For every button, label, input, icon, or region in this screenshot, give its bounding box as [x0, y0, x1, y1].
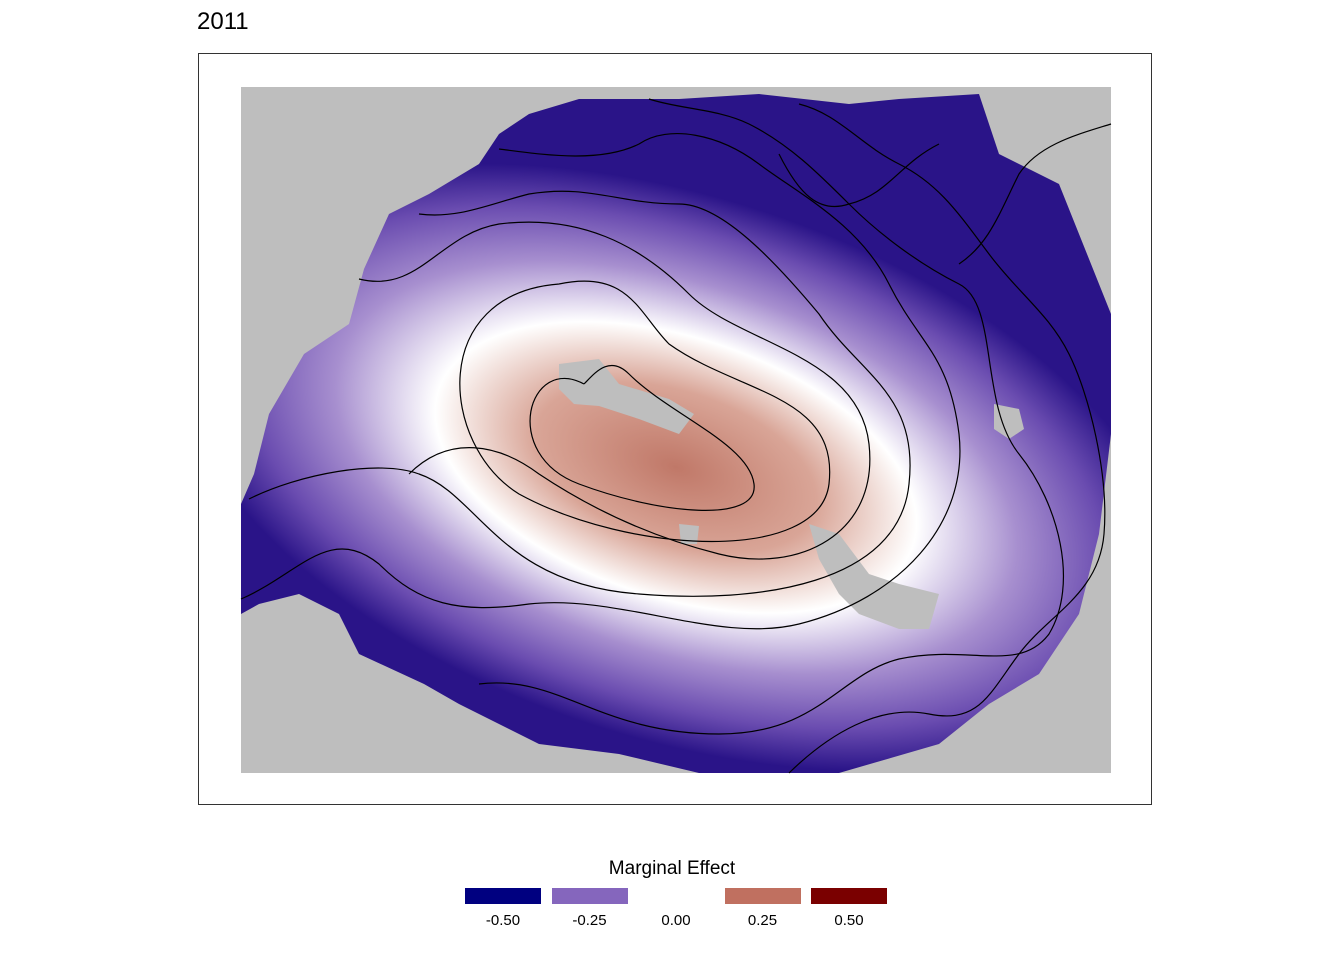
contour-line	[248, 190, 911, 597]
contour-line	[788, 103, 1106, 774]
legend-swatch	[465, 888, 541, 904]
legend-swatch	[811, 888, 887, 904]
legend-swatch	[724, 888, 801, 904]
chart-title: 2011	[197, 8, 249, 35]
marginal-effect-map	[240, 87, 1112, 774]
legend-label: -0.50	[485, 912, 521, 929]
contour-line	[778, 143, 940, 208]
contour-line	[958, 123, 1112, 265]
na-hole-southeast	[809, 524, 939, 629]
legend-title: Marginal Effect	[608, 858, 736, 879]
legend-label: 0.25	[747, 912, 778, 929]
legend-label: 0.00	[661, 912, 691, 929]
contour-line	[459, 280, 831, 543]
contour-line	[240, 133, 961, 630]
contour-line	[478, 98, 1065, 735]
legend-label: -0.25	[572, 912, 607, 929]
na-holes	[559, 359, 1024, 629]
na-hole-small	[679, 524, 699, 544]
legend-swatch	[638, 888, 714, 904]
na-hole-east	[994, 404, 1024, 439]
contour-line	[358, 221, 871, 560]
legend-label: 0.50	[834, 912, 864, 929]
map-panel	[198, 53, 1152, 805]
legend-swatch	[551, 888, 628, 904]
na-hole-center	[559, 359, 694, 434]
contour-line	[529, 364, 755, 511]
contour-lines	[240, 98, 1112, 774]
